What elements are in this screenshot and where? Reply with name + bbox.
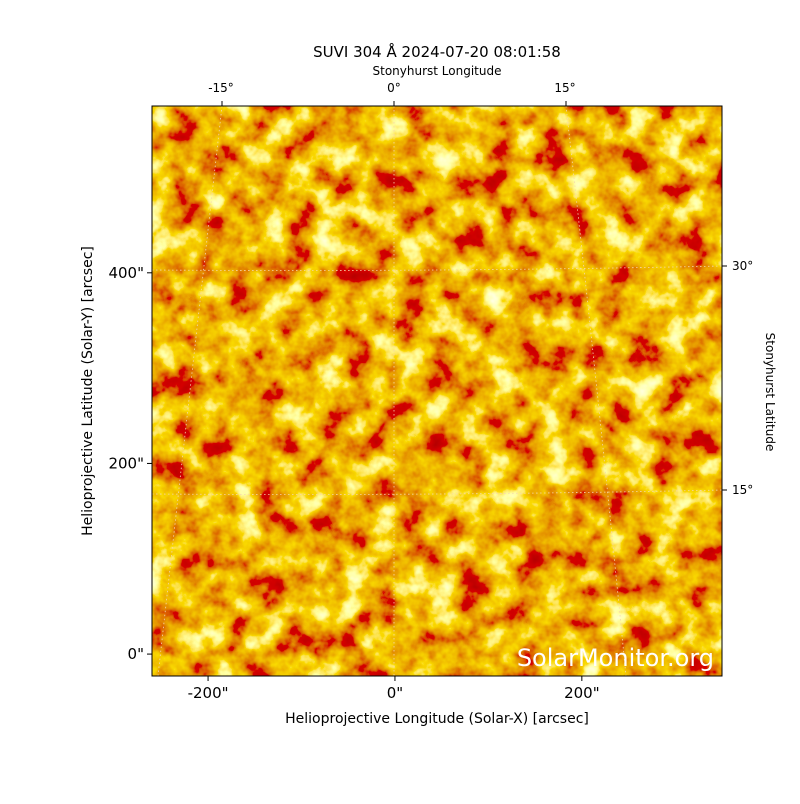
watermark: SolarMonitor.org xyxy=(517,644,714,672)
x-tick-label: -200" xyxy=(188,684,229,702)
solar-texture xyxy=(152,106,722,676)
top-tick-label: -15° xyxy=(208,81,234,95)
frame xyxy=(151,105,723,677)
top-axis-label: Stonyhurst Longitude xyxy=(373,64,502,78)
top-tick-label: 0° xyxy=(387,81,401,95)
top-tick-label: 15° xyxy=(554,81,575,95)
x-tick-label: 200" xyxy=(564,684,600,702)
y-tick-label: 0" xyxy=(128,645,144,663)
grid-line xyxy=(565,106,627,676)
right-tick-label: 30° xyxy=(732,259,753,273)
y-tick-label: 400" xyxy=(108,264,144,282)
right-tick-label: 15° xyxy=(732,483,753,497)
right-axis-label: Stonyhurst Latitude xyxy=(763,333,777,452)
y-axis-label: Helioprojective Latitude (Solar-Y) [arcs… xyxy=(80,246,96,536)
chart-title: SUVI 304 Å 2024-07-20 08:01:58 xyxy=(313,42,561,61)
x-tick-label: 0" xyxy=(387,684,403,702)
y-tick-label: 200" xyxy=(108,454,144,472)
stonyhurst-grid xyxy=(152,106,722,676)
x-axis-label: Helioprojective Longitude (Solar-X) [arc… xyxy=(285,711,589,727)
